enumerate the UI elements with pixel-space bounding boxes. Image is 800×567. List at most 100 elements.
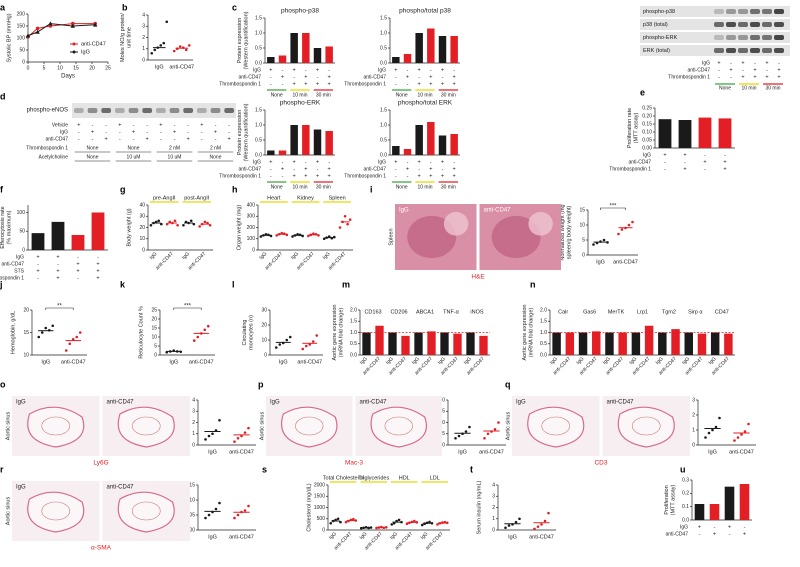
group-label: None bbox=[396, 92, 408, 98]
bar bbox=[739, 484, 750, 520]
condition-name: Thrombospondin 1 bbox=[26, 145, 68, 151]
data-point bbox=[336, 517, 340, 521]
condition-sign: + bbox=[269, 67, 272, 73]
histology-detail bbox=[370, 406, 427, 448]
y-tick-label: 1 bbox=[692, 427, 695, 433]
x-tick-label: IgG bbox=[41, 359, 50, 365]
condition-name: IgG bbox=[702, 60, 710, 66]
x-tick-label: anti-CD47 bbox=[729, 449, 754, 455]
y-tick-label: 10 bbox=[579, 222, 585, 228]
condition-sign: + bbox=[328, 74, 331, 80]
data-point bbox=[493, 427, 497, 431]
y-tick-label: 20 bbox=[261, 322, 267, 328]
data-point bbox=[301, 347, 305, 351]
x-tick-label: IgG bbox=[655, 356, 665, 366]
condition-sign: + bbox=[406, 166, 409, 172]
blot-band bbox=[156, 108, 166, 113]
blot-band bbox=[750, 35, 760, 40]
y-tick-label: 2.0 bbox=[540, 307, 547, 313]
condition-sign: + bbox=[453, 74, 456, 80]
data-point bbox=[93, 22, 98, 27]
significance-bracket bbox=[45, 307, 74, 310]
x-tick-label: IgG bbox=[596, 259, 605, 265]
y-tick-label: 0.2 bbox=[682, 491, 689, 497]
data-point bbox=[315, 334, 319, 337]
condition-sign: + bbox=[56, 275, 59, 281]
y-tick-label: 0.05 bbox=[185, 512, 195, 518]
condition-sign: + bbox=[132, 129, 135, 135]
data-point bbox=[182, 223, 185, 227]
data-point bbox=[592, 243, 595, 246]
histology-detail bbox=[117, 491, 175, 533]
blot-band bbox=[197, 108, 207, 113]
y-tick-label: 0.5 bbox=[255, 45, 262, 51]
blot-band bbox=[101, 108, 111, 113]
y-tick-label: 4 bbox=[192, 397, 195, 403]
condition-sign: + bbox=[328, 81, 331, 87]
condition-sign: - bbox=[187, 129, 189, 135]
x-tick-label: IgG bbox=[420, 531, 430, 541]
condition-sign: - bbox=[293, 166, 295, 172]
condition-sign: - bbox=[270, 81, 272, 87]
dose-label: 2 nM bbox=[169, 145, 180, 151]
y-tick-label: 50 bbox=[19, 47, 25, 53]
data-point bbox=[71, 337, 75, 341]
bar bbox=[709, 504, 720, 520]
data-point bbox=[405, 522, 409, 525]
y-tick-label: 1.5 bbox=[380, 15, 387, 21]
y-axis-label: Moles NO/g protein/ bbox=[120, 13, 126, 62]
condition-sign: - bbox=[395, 74, 397, 80]
condition-sign: - bbox=[754, 60, 756, 66]
bar bbox=[694, 504, 705, 520]
panel-label: m bbox=[342, 279, 350, 289]
y-tick-label: 0.20 bbox=[642, 113, 652, 119]
y-tick-label: 0.25 bbox=[642, 105, 652, 111]
data-point bbox=[536, 525, 540, 528]
condition-sign: + bbox=[146, 136, 149, 142]
condition-sign: - bbox=[201, 129, 203, 135]
condition-sign: - bbox=[37, 275, 39, 281]
y-axis-label: Proliferation rate bbox=[627, 108, 633, 148]
y-tick-label: 1.5 bbox=[255, 15, 262, 21]
panel-label: u bbox=[680, 464, 686, 474]
x-tick-label: IgG bbox=[155, 64, 164, 70]
condition-name: IgG bbox=[378, 67, 386, 73]
y-tick-label: 0.5 bbox=[255, 137, 262, 143]
image-label: IgG bbox=[16, 485, 26, 491]
y-tick-label: 1.0 bbox=[255, 30, 262, 36]
panel-label: p bbox=[258, 379, 264, 389]
data-point bbox=[743, 430, 747, 433]
condition-sign: - bbox=[407, 173, 409, 179]
group-label: None bbox=[396, 184, 408, 190]
y-tick-label: 20 bbox=[139, 225, 145, 231]
group-label: None bbox=[271, 184, 283, 190]
image-side-label: Aortic sinus bbox=[5, 412, 11, 441]
condition-sign: + bbox=[394, 67, 397, 73]
y-tick-label: 0.0 bbox=[682, 517, 689, 523]
condition-sign: - bbox=[724, 152, 726, 158]
condition-sign: + bbox=[304, 81, 307, 87]
blot-band bbox=[774, 9, 784, 14]
x-tick-label: IgG bbox=[258, 251, 268, 261]
y-tick-label: 200 bbox=[17, 11, 26, 17]
histology-detail bbox=[281, 406, 338, 448]
data-point bbox=[464, 430, 468, 433]
data-point bbox=[187, 44, 191, 47]
blot-title: phospho-eNOS bbox=[27, 108, 68, 114]
y-tick-label: 0.0 bbox=[255, 60, 262, 66]
condition-sign: - bbox=[714, 524, 716, 530]
data-point bbox=[37, 335, 41, 339]
x-tick-label: anti-CD47 bbox=[155, 251, 175, 271]
condition-sign: - bbox=[215, 122, 217, 128]
condition-sign: + bbox=[316, 81, 319, 87]
group-label: LDL bbox=[430, 475, 440, 481]
bar bbox=[388, 332, 397, 355]
data-point bbox=[204, 516, 207, 520]
condition-sign: + bbox=[173, 129, 176, 135]
histology-detail bbox=[631, 416, 661, 436]
condition-sign: + bbox=[441, 173, 444, 179]
bar bbox=[440, 332, 449, 355]
group-label: 10 min bbox=[417, 184, 432, 190]
data-point bbox=[343, 214, 347, 218]
image-label: IgG bbox=[270, 400, 280, 406]
